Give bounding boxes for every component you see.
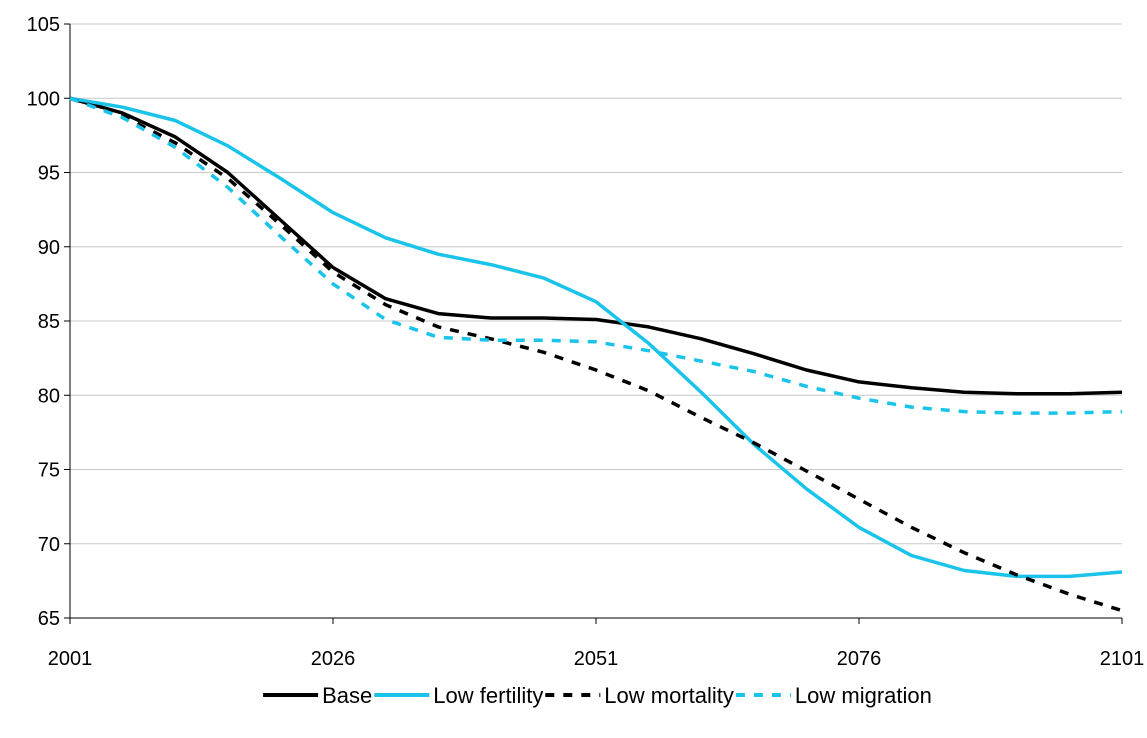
legend-label: Base: [322, 683, 372, 708]
legend-item: Low mortality: [545, 683, 734, 708]
x-tick-labels: 2001 2026 2051 2076 2101: [48, 648, 1145, 670]
y-tick-label: 70: [38, 534, 60, 556]
y-tick-label: 100: [27, 88, 60, 110]
x-tick-label: 2001: [48, 648, 93, 670]
series-lines: [69, 96, 1123, 613]
legend-label: Low migration: [795, 683, 932, 708]
legend-item: Base: [263, 683, 372, 708]
series-line-low-mortality: [69, 96, 1123, 613]
series-line-low-fertility: [69, 96, 1123, 579]
legend: Base Low fertility Low mortality Low migrat…: [263, 683, 932, 708]
gridlines: [70, 23, 1122, 545]
legend-label: Low mortality: [604, 683, 734, 708]
y-tick-labels: 65 70 75 80 85 90 95 100 105: [27, 14, 60, 630]
series-line-low-migration: [69, 96, 1123, 415]
y-tick-label: 75: [38, 460, 60, 482]
y-tick-label: 80: [38, 385, 60, 407]
x-tick-label: 2026: [311, 648, 356, 670]
y-tick-label: 85: [38, 311, 60, 333]
series-line-base: [69, 96, 1123, 396]
legend-label: Low fertility: [433, 683, 543, 708]
legend-item: Low migration: [735, 683, 932, 708]
x-tick-label: 2076: [837, 648, 882, 670]
x-tick-label: 2101: [1100, 648, 1145, 670]
y-tick-label: 90: [38, 237, 60, 259]
y-tick-label: 95: [38, 163, 60, 185]
x-tick-label: 2051: [574, 648, 619, 670]
legend-item: Low fertility: [374, 683, 543, 708]
y-tick-label: 105: [27, 14, 60, 36]
y-tick-label: 65: [38, 608, 60, 630]
axes: [64, 23, 1123, 624]
